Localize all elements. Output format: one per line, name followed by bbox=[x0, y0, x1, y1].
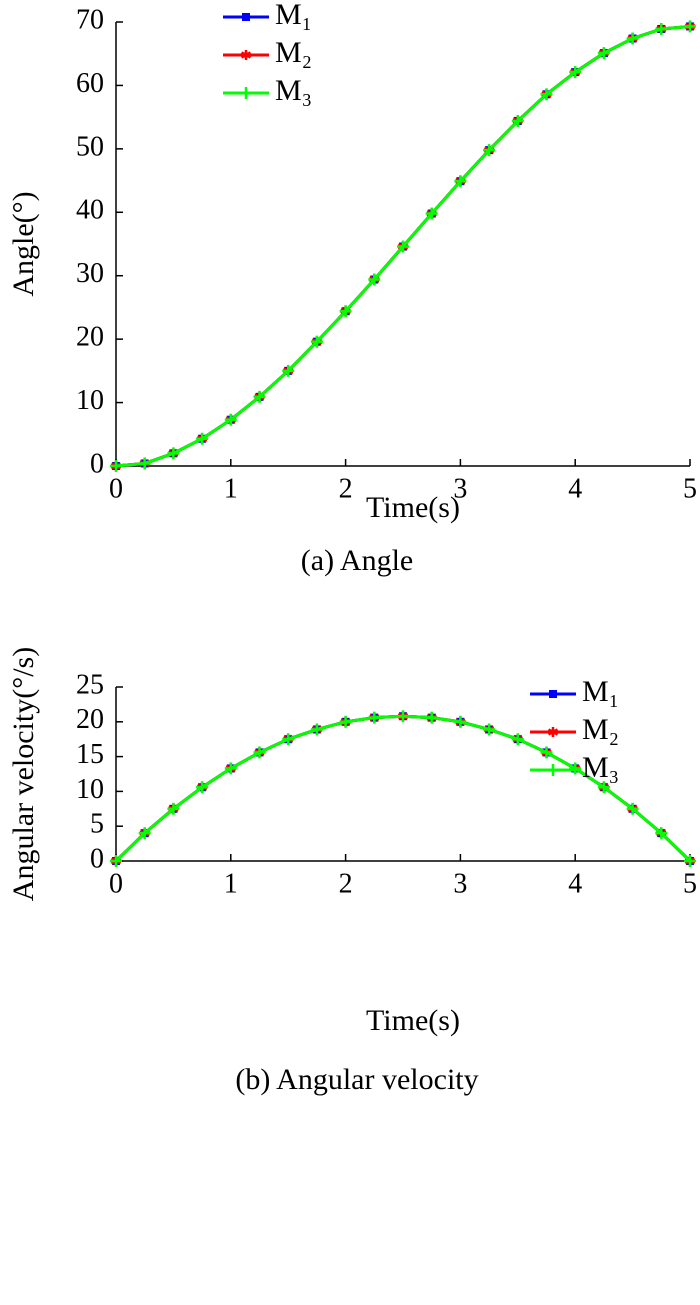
legend-label: M₃ bbox=[582, 751, 619, 784]
marker-square bbox=[549, 690, 557, 698]
marker bbox=[547, 764, 559, 776]
marker bbox=[684, 20, 696, 33]
marker bbox=[368, 273, 381, 286]
marker bbox=[368, 711, 381, 724]
marker bbox=[397, 710, 409, 723]
y-tick-label: 0 bbox=[90, 843, 104, 874]
marker bbox=[655, 827, 668, 840]
marker bbox=[339, 715, 352, 728]
marker bbox=[196, 432, 209, 445]
x-tick-label: 2 bbox=[339, 473, 353, 504]
marker bbox=[240, 87, 252, 99]
marker bbox=[425, 207, 438, 220]
marker bbox=[310, 723, 323, 736]
marker bbox=[569, 762, 582, 775]
marker bbox=[253, 746, 266, 759]
y-tick-label: 10 bbox=[76, 385, 104, 416]
y-axis-label: Angle(°) bbox=[7, 191, 40, 296]
legend-label: M₂ bbox=[582, 713, 619, 746]
marker bbox=[454, 175, 467, 188]
x-tick-label: 4 bbox=[568, 473, 582, 504]
marker bbox=[511, 114, 524, 127]
marker bbox=[167, 447, 180, 460]
x-tick-label: 5 bbox=[683, 868, 697, 899]
marker bbox=[224, 762, 237, 775]
marker bbox=[540, 88, 553, 101]
x-tick-label: 0 bbox=[109, 473, 123, 504]
marker bbox=[547, 727, 559, 737]
marker bbox=[196, 781, 209, 794]
x-tick-label: 3 bbox=[453, 473, 467, 504]
marker bbox=[425, 711, 438, 724]
marker bbox=[397, 240, 409, 253]
marker bbox=[242, 13, 250, 21]
marker-dot bbox=[243, 52, 249, 58]
marker bbox=[655, 22, 668, 35]
y-tick-label: 70 bbox=[76, 4, 104, 35]
marker bbox=[282, 733, 295, 746]
y-tick-label: 40 bbox=[76, 195, 104, 226]
chart: 0 10 20 30 40 50 60 70 0 1 2 3 4 5 Time(s) Angle(°) (a) … bbox=[7, 0, 697, 577]
x-tick-label: 0 bbox=[109, 868, 123, 899]
caption: (b) Angular velocity bbox=[235, 1063, 478, 1096]
marker-square bbox=[242, 13, 250, 21]
marker bbox=[511, 733, 524, 746]
marker bbox=[540, 746, 553, 759]
legend: M₁ M₂ M₃ bbox=[530, 675, 619, 784]
y-tick-label: 25 bbox=[76, 669, 104, 700]
marker bbox=[483, 723, 496, 736]
marker bbox=[684, 855, 696, 867]
x-tick-label: 2 bbox=[339, 868, 353, 899]
marker bbox=[110, 460, 122, 472]
caption: (a) Angle bbox=[301, 544, 413, 577]
marker bbox=[110, 855, 122, 867]
x-tick-label: 5 bbox=[683, 473, 697, 504]
y-tick-label: 20 bbox=[76, 322, 104, 353]
marker bbox=[626, 802, 639, 815]
marker bbox=[138, 457, 151, 470]
marker bbox=[167, 802, 180, 815]
x-tick-label: 1 bbox=[224, 868, 238, 899]
marker bbox=[339, 305, 352, 318]
y-tick-label: 15 bbox=[76, 739, 104, 770]
marker bbox=[282, 364, 295, 377]
y-tick-label: 50 bbox=[76, 131, 104, 162]
y-tick-label: 60 bbox=[76, 68, 104, 99]
y-tick-label: 0 bbox=[90, 448, 104, 479]
marker bbox=[253, 390, 266, 403]
x-tick-label: 4 bbox=[568, 868, 582, 899]
legend-label: M₃ bbox=[275, 74, 312, 107]
legend-label: M₁ bbox=[275, 0, 312, 31]
y-axis-label: Angular velocity(°/s) bbox=[7, 647, 40, 901]
marker bbox=[569, 66, 582, 79]
legend-label: M₂ bbox=[275, 36, 312, 69]
legend: M₁ M₂ M₃ bbox=[223, 0, 312, 107]
marker bbox=[138, 827, 151, 840]
marker bbox=[310, 335, 323, 348]
marker bbox=[597, 47, 610, 60]
y-tick-label: 30 bbox=[76, 258, 104, 289]
y-tick-label: 5 bbox=[90, 809, 104, 840]
marker bbox=[626, 32, 639, 45]
marker bbox=[483, 144, 496, 157]
marker bbox=[597, 781, 610, 794]
marker bbox=[240, 50, 252, 60]
x-axis-label: Time(s) bbox=[366, 1004, 460, 1037]
marker bbox=[549, 690, 557, 698]
x-tick-label: 1 bbox=[224, 473, 238, 504]
marker-dot bbox=[550, 729, 556, 735]
x-axis-label: Time(s) bbox=[366, 491, 460, 524]
marker bbox=[454, 715, 467, 728]
marker bbox=[224, 413, 237, 426]
y-tick-label: 10 bbox=[76, 774, 104, 805]
y-tick-label: 20 bbox=[76, 704, 104, 735]
x-tick-label: 3 bbox=[453, 868, 467, 899]
legend-label: M₁ bbox=[582, 675, 619, 708]
